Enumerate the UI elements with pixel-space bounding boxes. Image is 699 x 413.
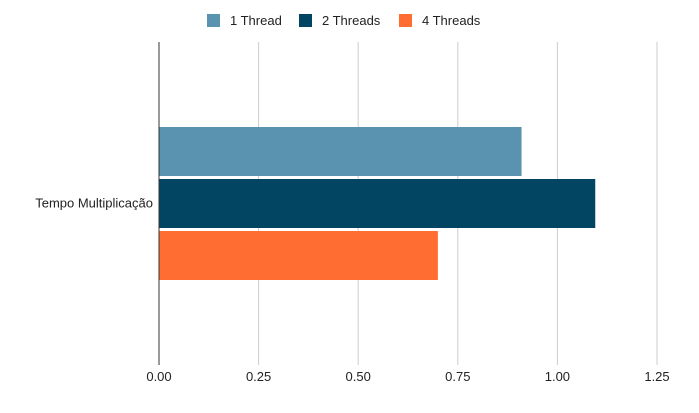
legend-label-1: 1 Thread [230, 13, 282, 28]
category-labels: Tempo Multiplicação [35, 196, 153, 211]
legend: 1 Thread 2 Threads 4 Threads [207, 13, 481, 28]
category-label: Tempo Multiplicação [35, 196, 153, 211]
x-tick-label: 0.75 [445, 369, 470, 384]
bar-2-threads [159, 179, 596, 228]
x-tick-label: 1.00 [545, 369, 570, 384]
legend-label-3: 4 Threads [422, 13, 481, 28]
legend-swatch-2 [299, 14, 312, 27]
legend-label-2: 2 Threads [322, 13, 381, 28]
bar-4-threads [159, 231, 438, 280]
x-tick-label: 0.00 [146, 369, 171, 384]
bars [159, 127, 596, 280]
legend-swatch-1 [207, 14, 220, 27]
legend-swatch-3 [399, 14, 412, 27]
bar-1-thread [159, 127, 522, 176]
x-tick-label: 0.50 [346, 369, 371, 384]
x-tick-label: 1.25 [644, 369, 669, 384]
x-tick-label: 0.25 [246, 369, 271, 384]
x-axis-tick-labels: 0.00 0.25 0.50 0.75 1.00 1.25 [146, 369, 669, 384]
